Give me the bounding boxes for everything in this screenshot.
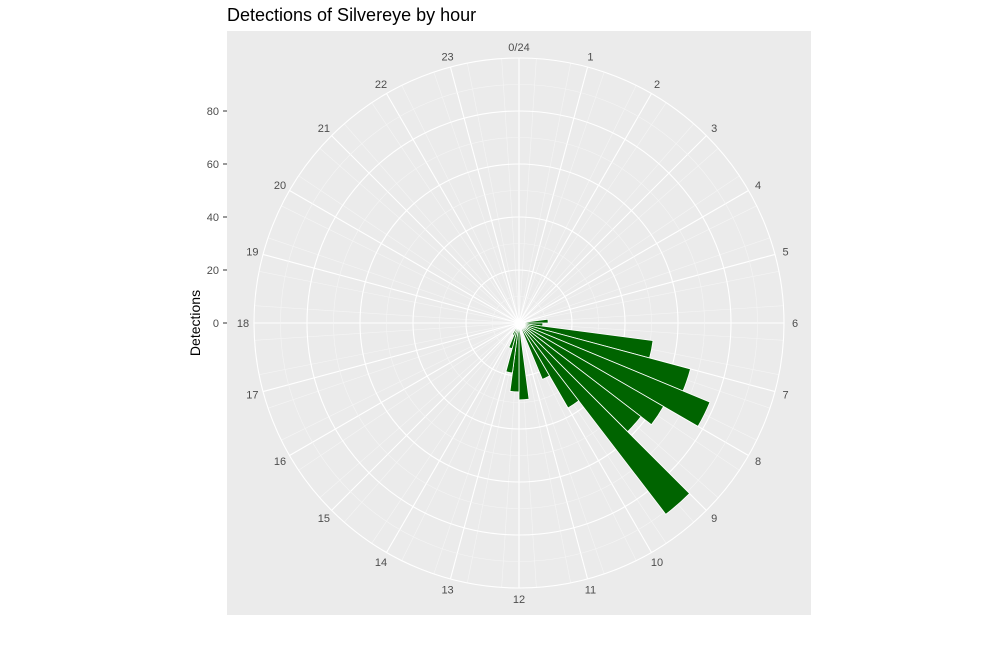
hour-label: 5: [783, 247, 789, 259]
bar-wedge: [518, 322, 691, 515]
y-axis-title: Detections: [187, 290, 203, 356]
hour-label: 0/24: [508, 42, 529, 54]
hour-label: 22: [375, 79, 387, 91]
major-ring: [359, 163, 679, 483]
y-axis: 0 20 40 60 80: [207, 106, 227, 330]
bar-wedge: [518, 322, 711, 427]
bar-wedge: [518, 322, 665, 426]
hour-label: 1: [587, 51, 593, 63]
hour-label: 3: [711, 123, 717, 135]
major-ring: [412, 216, 626, 430]
chart-title: Detections of Silvereye by hour: [227, 5, 476, 25]
minor-ring: [280, 84, 758, 562]
hour-label: 18: [237, 318, 249, 330]
hour-label: 10: [651, 557, 663, 569]
hour-label: 12: [513, 594, 525, 606]
hour-label: 21: [318, 123, 330, 135]
bar-wedge: [518, 322, 551, 380]
y-tick-label: 60: [207, 159, 219, 171]
hour-label: 17: [246, 389, 258, 401]
hour-label: 6: [792, 318, 798, 330]
minor-ring: [386, 190, 652, 456]
y-tick-label: 0: [213, 318, 219, 330]
hour-label: 7: [783, 389, 789, 401]
bar-wedge: [518, 318, 549, 324]
minor-ring: [333, 137, 705, 509]
hour-label: 16: [274, 456, 286, 468]
y-tick-label: 80: [207, 106, 219, 118]
hour-label: 11: [585, 585, 596, 597]
major-ring: [306, 110, 732, 536]
hour-label: 8: [755, 456, 761, 468]
bar-wedge: [518, 322, 580, 409]
hour-label: 9: [711, 513, 717, 525]
major-ring: [253, 57, 785, 589]
hour-label: 15: [318, 513, 330, 525]
hour-labels: 0/24123456789101112131415161718192021222…: [237, 42, 798, 606]
hour-label: 19: [246, 247, 258, 259]
bars: [505, 318, 711, 515]
y-tick-label: 40: [207, 212, 219, 224]
bar-wedge: [515, 322, 520, 329]
hour-label: 13: [441, 585, 453, 597]
hour-label: 14: [375, 557, 387, 569]
y-tick-label: 20: [207, 265, 219, 277]
hour-label: 2: [654, 79, 660, 91]
bar-wedge: [518, 322, 530, 401]
hour-label: 4: [755, 180, 761, 192]
hour-label: 23: [441, 51, 453, 63]
hour-label: 20: [274, 180, 286, 192]
minor-ring: [439, 243, 599, 403]
